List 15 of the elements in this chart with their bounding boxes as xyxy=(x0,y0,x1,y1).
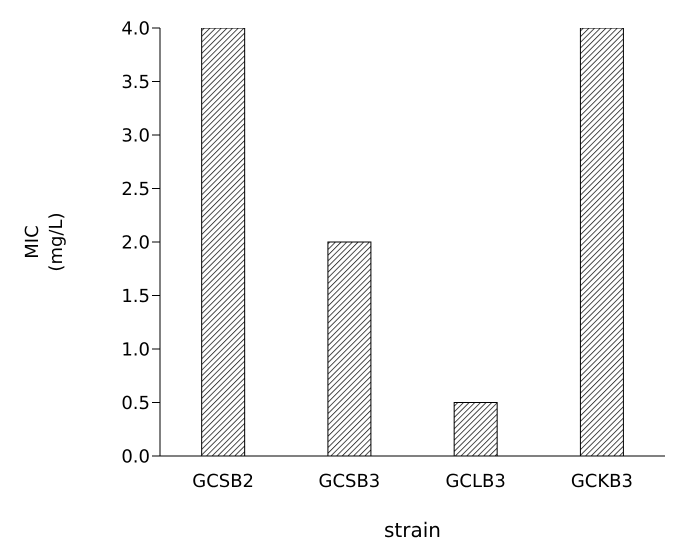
x-tick-label: GCKB3 xyxy=(570,470,633,492)
x-tick-label: GCLB3 xyxy=(445,470,506,492)
y-tick-label: 3.0 xyxy=(121,125,150,146)
x-axis-title: strain xyxy=(384,518,441,542)
y-tick-label: 0.5 xyxy=(121,392,150,414)
y-tick-label: 4.0 xyxy=(121,18,150,40)
x-tick-label: GCSB2 xyxy=(192,470,254,492)
y-tick-label: 3.5 xyxy=(121,72,150,93)
y-tick-label: 1.5 xyxy=(121,286,150,307)
x-tick-label: GCSB3 xyxy=(318,470,380,492)
y-tick-label: 2.0 xyxy=(121,232,150,254)
y-axis-title: MIC (mg/L) xyxy=(22,212,67,272)
y-tick-label: 0.0 xyxy=(121,446,150,468)
y-tick-label: 1.0 xyxy=(121,339,150,360)
y-tick-label: 2.5 xyxy=(121,178,150,200)
